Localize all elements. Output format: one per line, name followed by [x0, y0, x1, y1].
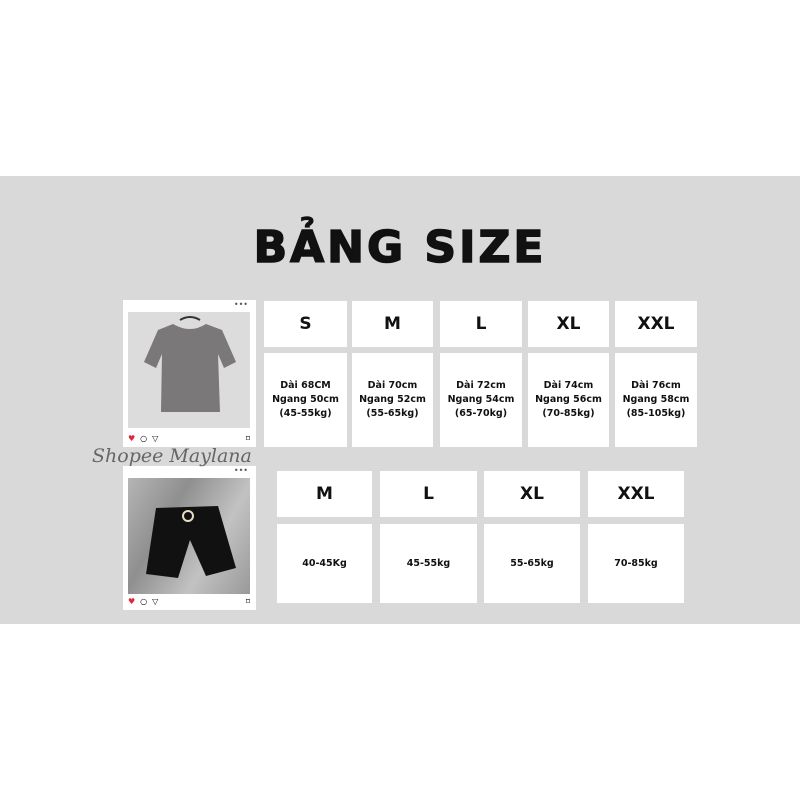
shorts-size-detail: 40-45Kg	[277, 524, 372, 603]
more-icon: •••	[233, 300, 248, 309]
shirt-size-detail: Dài 72cm Ngang 54cm (65-70kg)	[440, 353, 522, 447]
shirt-image	[128, 312, 250, 428]
shorts-size-detail: 45-55kg	[380, 524, 477, 603]
shorts-size-header: XXL	[588, 471, 684, 517]
shirt-size-header: L	[440, 301, 522, 347]
share-icon[interactable]: ▽	[152, 597, 159, 606]
more-icon: •••	[233, 466, 248, 475]
shorts-size-detail: 70-85kg	[588, 524, 684, 603]
shirt-size-detail: Dài 70cm Ngang 52cm (55-65kg)	[352, 353, 433, 447]
comment-icon[interactable]: ○	[140, 434, 148, 443]
heart-icon[interactable]: ♥	[128, 597, 136, 606]
post-actions: ♥ ○ ▽ ⌑	[128, 596, 250, 608]
shirt-size-detail: Dài 76cm Ngang 58cm (85-105kg)	[615, 353, 697, 447]
shorts-size-header: L	[380, 471, 477, 517]
post-actions: ♥ ○ ▽ ⌑	[128, 433, 250, 445]
heart-icon[interactable]: ♥	[128, 434, 136, 443]
bookmark-icon[interactable]: ⌑	[245, 597, 250, 606]
bookmark-icon[interactable]: ⌑	[245, 434, 250, 443]
shorts-image	[128, 478, 250, 594]
shirt-size-header: S	[264, 301, 347, 347]
page-title: BẢNG SIZE	[253, 221, 547, 274]
shirt-product-card: ••• ♥ ○ ▽ ⌑	[123, 300, 256, 447]
shirt-size-detail: Dài 74cm Ngang 56cm (70-85kg)	[528, 353, 609, 447]
shorts-size-header: M	[277, 471, 372, 517]
shorts-product-card: ••• ♥ ○ ▽ ⌑	[123, 466, 256, 610]
shirt-size-header: XXL	[615, 301, 697, 347]
shorts-size-header: XL	[484, 471, 580, 517]
shirt-size-header: M	[352, 301, 433, 347]
share-icon[interactable]: ▽	[152, 434, 159, 443]
shirt-size-header: XL	[528, 301, 609, 347]
watermark: Shopee Maylana	[92, 445, 252, 467]
shirt-size-detail: Dài 68CM Ngang 50cm (45-55kg)	[264, 353, 347, 447]
comment-icon[interactable]: ○	[140, 597, 148, 606]
shorts-size-detail: 55-65kg	[484, 524, 580, 603]
